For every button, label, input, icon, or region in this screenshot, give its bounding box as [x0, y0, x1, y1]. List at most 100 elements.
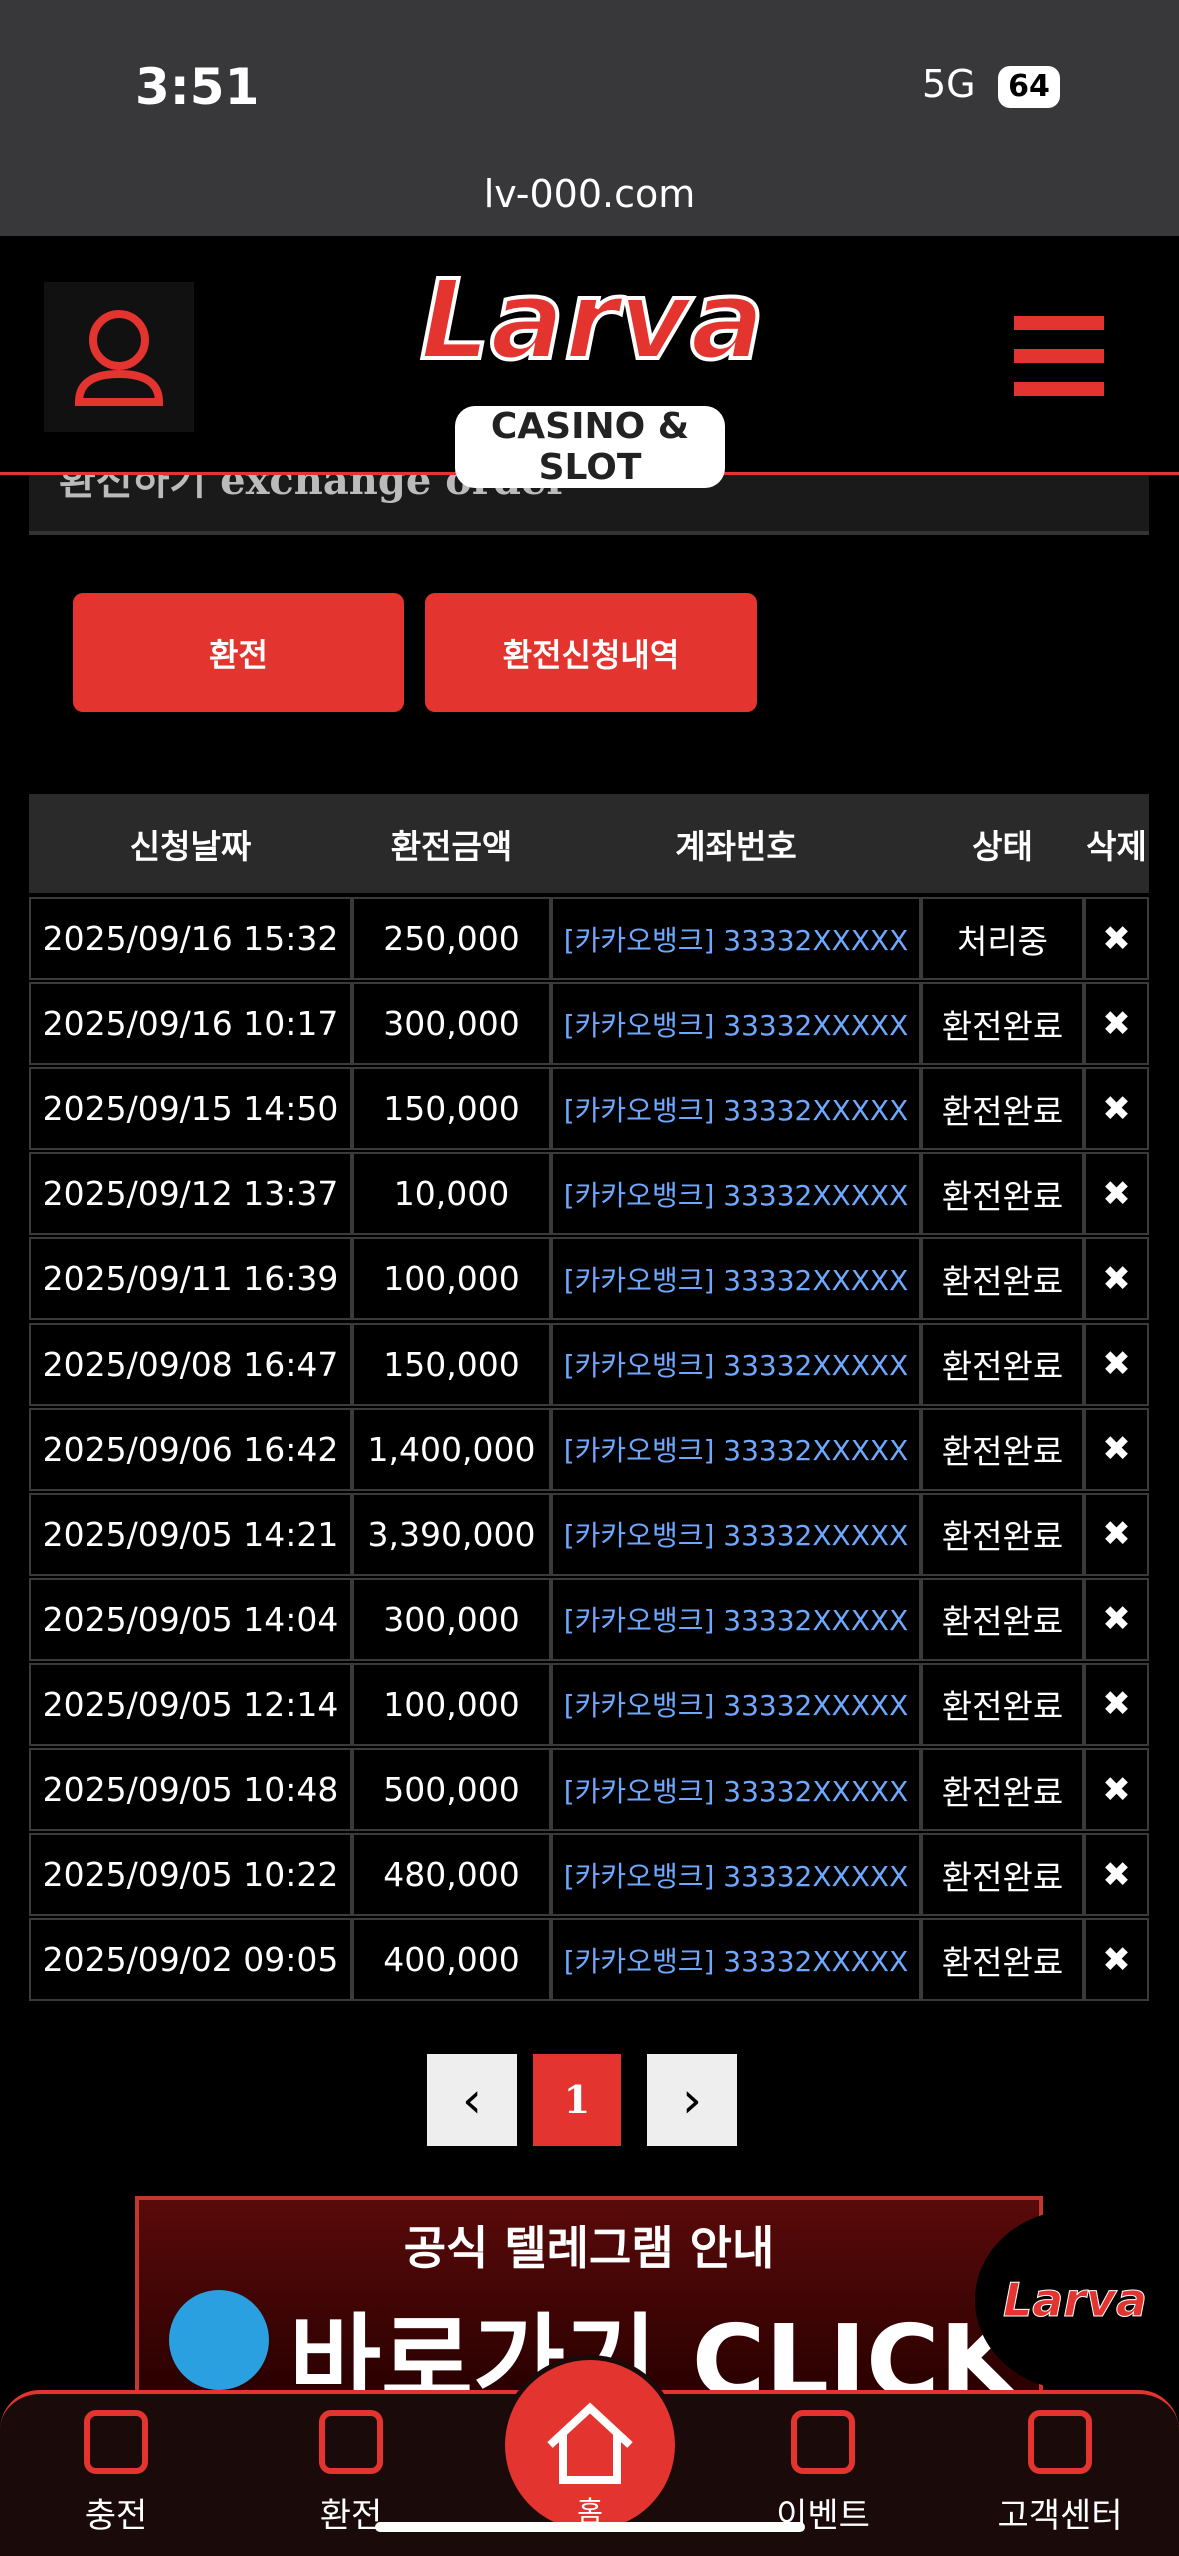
delete-button[interactable]: ✖	[1084, 1918, 1149, 2002]
nav-item[interactable]: 환전	[251, 2410, 451, 2537]
status-cell: 환전완료	[921, 1662, 1084, 1746]
delete-button[interactable]: ✖	[1084, 1748, 1149, 1832]
user-button[interactable]	[44, 282, 194, 432]
status-cell: 처리중	[921, 897, 1084, 981]
date-cell: 2025/09/05 12:14	[29, 1662, 352, 1746]
account-cell[interactable]: [카카오뱅크] 33332XXXXX	[551, 1407, 921, 1491]
nav-label: 환전	[319, 2496, 383, 2536]
logo-sub: CASINO & SLOT	[455, 406, 725, 488]
clock: 3:51	[135, 58, 260, 116]
amount-cell: 400,000	[352, 1918, 551, 2002]
menu-icon	[1014, 316, 1104, 396]
amount-cell: 100,000	[352, 1237, 551, 1321]
status-cell: 환전완료	[921, 1918, 1084, 2002]
date-cell: 2025/09/05 14:21	[29, 1492, 352, 1576]
account-cell[interactable]: [카카오뱅크] 33332XXXXX	[551, 1918, 921, 2002]
account-cell[interactable]: [카카오뱅크] 33332XXXXX	[551, 1492, 921, 1576]
battery: 64	[998, 66, 1060, 108]
next-page[interactable]: ›	[647, 2054, 737, 2146]
account-cell[interactable]: [카카오뱅크] 33332XXXXX	[551, 1152, 921, 1236]
account-cell[interactable]: [카카오뱅크] 33332XXXXX	[551, 1748, 921, 1832]
amount-cell: 150,000	[352, 1322, 551, 1406]
browser-bar: 3:51 5G 64 lv-000.com	[0, 0, 1179, 236]
nav-icon	[1028, 2410, 1092, 2474]
amount-cell: 480,000	[352, 1833, 551, 1917]
nav-icon	[319, 2410, 383, 2474]
date-cell: 2025/09/11 16:39	[29, 1237, 352, 1321]
account-cell[interactable]: [카카오뱅크] 33332XXXXX	[551, 1577, 921, 1661]
amount-cell: 3,390,000	[352, 1492, 551, 1576]
date-cell: 2025/09/16 15:32	[29, 897, 352, 981]
delete-button[interactable]: ✖	[1084, 1067, 1149, 1151]
date-cell: 2025/09/12 13:37	[29, 1152, 352, 1236]
account-cell[interactable]: [카카오뱅크] 33332XXXXX	[551, 897, 921, 981]
nav-icon	[791, 2410, 855, 2474]
menu-button[interactable]	[1014, 316, 1104, 400]
status-cell: 환전완료	[921, 1322, 1084, 1406]
date-cell: 2025/09/15 14:50	[29, 1067, 352, 1151]
telegram-icon	[169, 2290, 269, 2390]
date-cell: 2025/09/05 10:22	[29, 1833, 352, 1917]
nav-item[interactable]: 충전	[16, 2410, 216, 2537]
delete-button[interactable]: ✖	[1084, 1492, 1149, 1576]
network: 5G	[922, 62, 976, 106]
exchange-button[interactable]: 환전	[73, 593, 404, 712]
account-cell[interactable]: [카카오뱅크] 33332XXXXX	[551, 982, 921, 1066]
floating-logo[interactable]: Larva	[975, 2210, 1175, 2390]
account-cell[interactable]: [카카오뱅크] 33332XXXXX	[551, 1322, 921, 1406]
amount-cell: 300,000	[352, 1577, 551, 1661]
url[interactable]: lv-000.com	[483, 172, 696, 216]
amount-cell: 10,000	[352, 1152, 551, 1236]
delete-button[interactable]: ✖	[1084, 1577, 1149, 1661]
status-cell: 환전완료	[921, 1577, 1084, 1661]
account-cell[interactable]: [카카오뱅크] 33332XXXXX	[551, 1067, 921, 1151]
amount-cell: 150,000	[352, 1067, 551, 1151]
banner-line1: 공식 텔레그램 안내	[403, 2221, 775, 2275]
delete-button[interactable]: ✖	[1084, 1237, 1149, 1321]
status-cell: 환전완료	[921, 1152, 1084, 1236]
amount-cell: 1,400,000	[352, 1407, 551, 1491]
date-cell: 2025/09/02 09:05	[29, 1918, 352, 2002]
date-cell: 2025/09/06 16:42	[29, 1407, 352, 1491]
amount-cell: 300,000	[352, 982, 551, 1066]
table-header: 계좌번호	[551, 794, 921, 893]
date-cell: 2025/09/08 16:47	[29, 1322, 352, 1406]
status-cell: 환전완료	[921, 982, 1084, 1066]
status-cell: 환전완료	[921, 1407, 1084, 1491]
nav-label: 고객센터	[997, 2496, 1123, 2536]
logo[interactable]: Larva	[418, 254, 767, 386]
table-header: 삭제	[1084, 794, 1149, 893]
nav-icon	[84, 2410, 148, 2474]
amount-cell: 100,000	[352, 1662, 551, 1746]
banner-line2: 바로가기 CLICK	[289, 2303, 1018, 2396]
user-icon	[74, 310, 164, 406]
amount-cell: 250,000	[352, 897, 551, 981]
status-cell: 환전완료	[921, 1237, 1084, 1321]
delete-button[interactable]: ✖	[1084, 1322, 1149, 1406]
delete-button[interactable]: ✖	[1084, 1407, 1149, 1491]
table-header: 상태	[921, 794, 1084, 893]
home-icon	[547, 2402, 633, 2484]
prev-page[interactable]: ‹	[427, 2054, 517, 2146]
delete-button[interactable]: ✖	[1084, 982, 1149, 1066]
table-header: 신청날짜	[29, 794, 352, 893]
date-cell: 2025/09/05 14:04	[29, 1577, 352, 1661]
date-cell: 2025/09/16 10:17	[29, 982, 352, 1066]
delete-button[interactable]: ✖	[1084, 1152, 1149, 1236]
account-cell[interactable]: [카카오뱅크] 33332XXXXX	[551, 1662, 921, 1746]
delete-button[interactable]: ✖	[1084, 1662, 1149, 1746]
table-header: 환전금액	[352, 794, 551, 893]
nav-label: 충전	[84, 2496, 148, 2536]
site-header: Larva CASINO & SLOT	[0, 236, 1179, 488]
account-cell[interactable]: [카카오뱅크] 33332XXXXX	[551, 1237, 921, 1321]
account-cell[interactable]: [카카오뱅크] 33332XXXXX	[551, 1833, 921, 1917]
nav-item[interactable]: 고객센터	[960, 2410, 1160, 2537]
home-indicator	[375, 2522, 805, 2532]
delete-button[interactable]: ✖	[1084, 897, 1149, 981]
status-cell: 환전완료	[921, 1833, 1084, 1917]
delete-button[interactable]: ✖	[1084, 1833, 1149, 1917]
current-page[interactable]: 1	[533, 2054, 621, 2146]
status-cell: 환전완료	[921, 1067, 1084, 1151]
history-button[interactable]: 환전신청내역	[425, 593, 757, 712]
home-circle[interactable]	[500, 2355, 680, 2535]
